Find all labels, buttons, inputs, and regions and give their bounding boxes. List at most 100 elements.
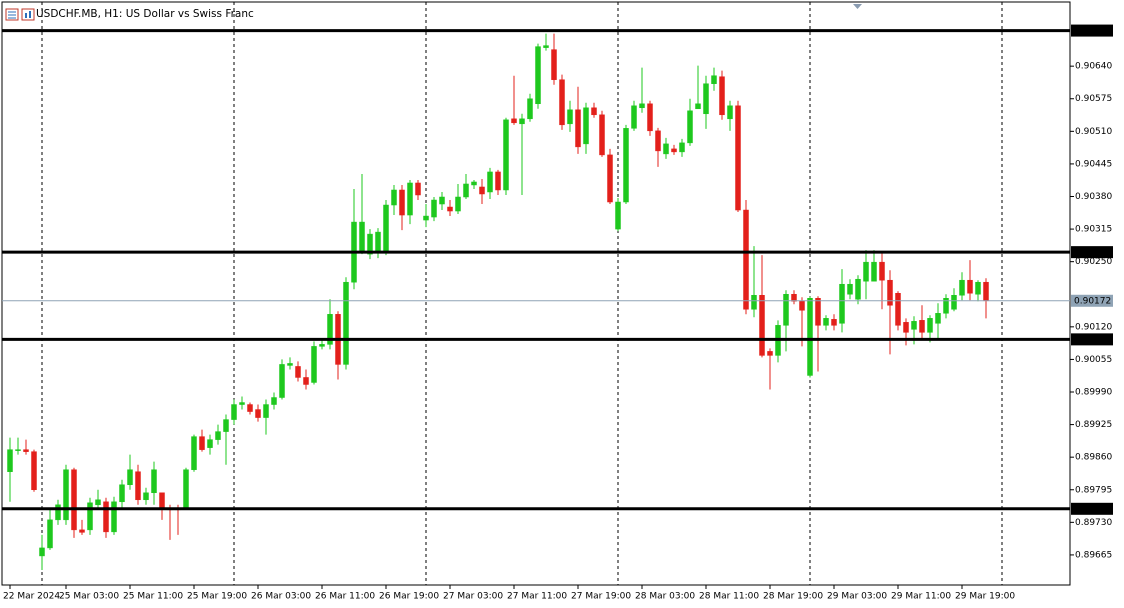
candle-body (943, 298, 949, 314)
candle-body (111, 501, 117, 533)
candle-body (447, 206, 453, 212)
candle-body (735, 105, 741, 211)
candle-body (359, 221, 365, 254)
x-tick-label: 27 Mar 19:00 (571, 592, 631, 602)
candle-body (679, 142, 685, 153)
candle-body (495, 171, 501, 191)
candle-body (279, 364, 285, 398)
y-tick-label: 0.90445 (1075, 159, 1112, 169)
candle-body (39, 547, 45, 557)
candle-body (759, 295, 765, 356)
candle-body (455, 196, 461, 212)
x-tick-label: 28 Mar 19:00 (763, 592, 823, 602)
candle-body (639, 103, 645, 109)
candle-body (191, 436, 197, 470)
candle-body (479, 186, 485, 195)
candle-body (55, 504, 61, 521)
y-tick-label: 0.89730 (1075, 518, 1112, 528)
candle-body (815, 298, 821, 326)
level-label: 0.89757 (1074, 504, 1111, 514)
candle-body (607, 154, 613, 203)
x-tick-label: 22 Mar 2024 (3, 592, 60, 602)
candle-body (791, 294, 797, 302)
candle-body (287, 363, 293, 366)
candle-body (847, 283, 853, 295)
y-tick-label: 0.90250 (1075, 257, 1112, 267)
candle-body (727, 105, 733, 120)
candle-body (399, 189, 405, 216)
candle-body (959, 279, 965, 296)
x-tick-label: 26 Mar 19:00 (379, 592, 439, 602)
candle-body (559, 79, 565, 126)
candle-body (255, 409, 261, 418)
level-label: 0.90711 (1074, 26, 1111, 36)
y-tick-label: 0.90575 (1075, 94, 1112, 104)
candle-body (551, 49, 557, 80)
candle-body (591, 107, 597, 116)
candle-body (95, 499, 101, 506)
candle-body (127, 469, 133, 485)
candle-body (367, 233, 373, 255)
candle-body (439, 196, 445, 205)
candle-body (783, 294, 789, 326)
candle-body (463, 183, 469, 198)
candle-body (263, 404, 269, 418)
chart-title: USDCHF.MB, H1: US Dollar vs Swiss Franc (36, 8, 254, 20)
candle-body (615, 201, 621, 230)
candle-body (911, 321, 917, 330)
candle-body (543, 45, 549, 48)
candle-body (383, 204, 389, 253)
candle-body (767, 351, 773, 356)
y-tick-label: 0.90640 (1075, 62, 1112, 72)
candle-body (879, 261, 885, 281)
candle-body (63, 469, 69, 521)
candle-body (855, 278, 861, 300)
x-tick-label: 28 Mar 11:00 (699, 592, 759, 602)
candle-body (751, 295, 757, 310)
plot-frame (1, 1, 1071, 586)
candle-body (311, 346, 317, 383)
level-box (1071, 333, 1113, 346)
icon-bar (29, 11, 31, 18)
candle-body (599, 114, 605, 156)
candle-body (7, 449, 13, 472)
candle-body (527, 98, 533, 120)
candle-body (671, 148, 677, 153)
candle-body (887, 279, 893, 306)
y-tick-label: 0.89860 (1075, 453, 1112, 463)
candle-body (631, 105, 637, 129)
candle-body (135, 471, 141, 501)
candle-body (511, 118, 517, 124)
candle-body (159, 492, 165, 509)
candle-body (15, 449, 21, 451)
candle-body (623, 128, 629, 203)
candle-body (119, 484, 125, 503)
level-label: 0.90095 (1074, 335, 1111, 345)
candle-body (23, 449, 29, 452)
x-tick-label: 25 Mar 11:00 (123, 592, 183, 602)
candle-body (503, 119, 509, 191)
x-tick-label: 27 Mar 11:00 (507, 592, 567, 602)
candle-body (303, 377, 309, 385)
candle-body (239, 402, 245, 405)
candle-body (535, 46, 541, 105)
candle-body (975, 281, 981, 295)
x-tick-label: 26 Mar 03:00 (251, 592, 311, 602)
shift-marker (853, 4, 862, 9)
y-tick-label: 0.90315 (1075, 225, 1112, 235)
candle-body (711, 75, 717, 84)
candle-body (703, 83, 709, 115)
candle-body (863, 261, 869, 282)
level-box (1071, 24, 1113, 37)
candle-body (799, 301, 805, 311)
candle-body (567, 109, 573, 125)
y-tick-label: 0.89925 (1075, 420, 1112, 430)
y-tick-label: 0.89665 (1075, 550, 1112, 560)
y-tick-label: 0.89990 (1075, 388, 1112, 398)
level-box (1071, 246, 1113, 259)
candle-body (687, 110, 693, 144)
candle-body (79, 529, 85, 533)
icon (21, 8, 35, 21)
candle-body (47, 519, 53, 549)
